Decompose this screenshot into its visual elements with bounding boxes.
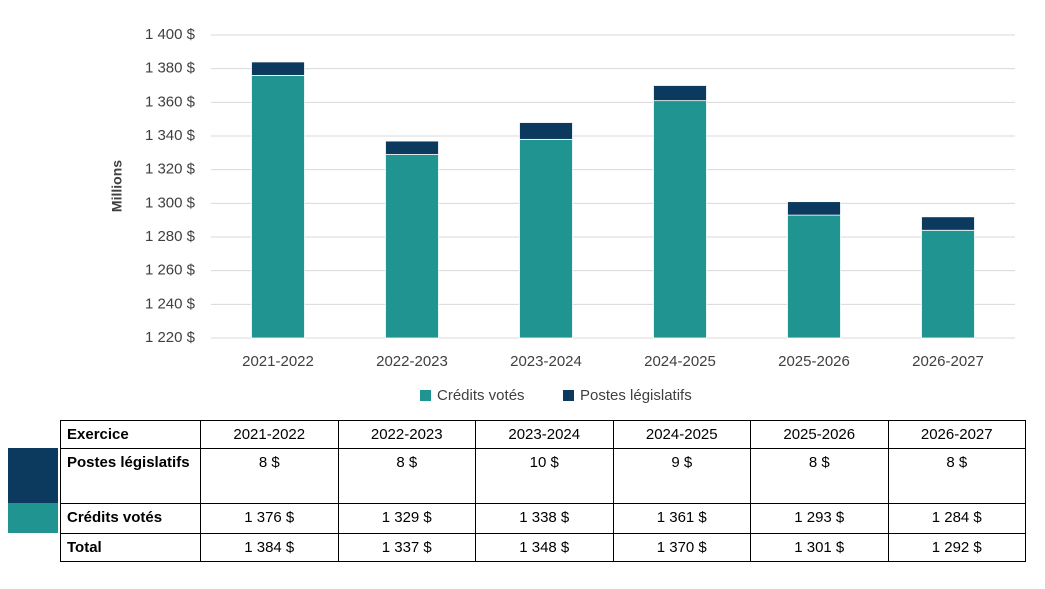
- legend-label: Crédits votés: [437, 387, 525, 404]
- bar-segment: [385, 154, 439, 339]
- table-total-row: Total 1 384 $1 337 $1 348 $1 370 $1 301 $…: [60, 533, 1026, 562]
- table-row: Crédits votés 1 376 $1 329 $1 338 $1 361 …: [60, 503, 1026, 534]
- table-cell: 1 301 $: [750, 533, 889, 562]
- table-cell: 10 $: [475, 448, 614, 504]
- y-tick-label: 1 400 $: [145, 26, 196, 43]
- table-header: 2024-2025: [612, 420, 751, 449]
- table-header: 2021-2022: [200, 420, 339, 449]
- table-header: 2023-2024: [475, 420, 614, 449]
- table-cell: 1 384 $: [200, 533, 339, 562]
- table-cell: 8 $: [200, 448, 339, 504]
- table-cell: 1 348 $: [475, 533, 614, 562]
- x-tick-label: 2024-2025: [644, 353, 716, 370]
- y-tick-label: 1 320 $: [145, 161, 196, 178]
- legend-swatch: [563, 390, 574, 401]
- table-cell: 1 293 $: [750, 503, 889, 534]
- bar-segment: [251, 61, 305, 76]
- table-cell: 1 337 $: [337, 533, 476, 562]
- table-row: Postes législatifs 8 $8 $10 $9 $8 $8 $: [60, 448, 1026, 504]
- table-cell: 1 284 $: [887, 503, 1026, 534]
- table-cell: 8 $: [337, 448, 476, 504]
- row-swatch: [8, 503, 58, 533]
- bar-segment: [921, 216, 975, 231]
- table-cell: 9 $: [612, 448, 751, 504]
- y-axis-label: Millions: [109, 160, 125, 212]
- bar-segment: [519, 138, 573, 339]
- legend-swatch: [420, 390, 431, 401]
- table-cell: 1 361 $: [612, 503, 751, 534]
- table-header: Exercice: [60, 420, 201, 449]
- y-tick-label: 1 260 $: [145, 262, 196, 279]
- row-label: Total: [60, 533, 201, 562]
- row-swatch: [8, 448, 58, 503]
- table-cell: 1 292 $: [887, 533, 1026, 562]
- y-tick-label: 1 340 $: [145, 127, 196, 144]
- table-header: 2025-2026: [750, 420, 889, 449]
- table-cell: 8 $: [887, 448, 1026, 504]
- x-tick-label: 2023-2024: [510, 353, 582, 370]
- row-label: Postes législatifs: [60, 448, 201, 504]
- y-tick-label: 1 300 $: [145, 194, 196, 211]
- bar-segment: [787, 201, 841, 216]
- table-header: 2022-2023: [337, 420, 476, 449]
- y-tick-label: 1 240 $: [145, 295, 196, 312]
- y-tick-label: 1 220 $: [145, 329, 196, 346]
- table-cell: 8 $: [750, 448, 889, 504]
- bar-segment: [921, 229, 975, 339]
- table-cell: 1 376 $: [200, 503, 339, 534]
- y-tick-label: 1 380 $: [145, 60, 196, 77]
- bar-segment: [251, 75, 305, 339]
- legend-label: Postes législatifs: [580, 387, 692, 404]
- table-cell: 1 370 $: [612, 533, 751, 562]
- bar-segment: [653, 85, 707, 102]
- bar-segment: [653, 100, 707, 339]
- table-cell: 1 329 $: [337, 503, 476, 534]
- bar-segment: [519, 122, 573, 140]
- y-tick-label: 1 360 $: [145, 93, 196, 110]
- data-table: Exercice 2021-2022 2022-2023 2023-2024 2024-…: [60, 420, 1026, 562]
- table-header-row: Exercice 2021-2022 2022-2023 2023-2024 2024-…: [60, 420, 1026, 449]
- table-cell: 1 338 $: [475, 503, 614, 534]
- x-tick-label: 2025-2026: [778, 353, 850, 370]
- bar-segment: [385, 140, 439, 155]
- x-tick-label: 2022-2023: [376, 353, 448, 370]
- x-tick-label: 2021-2022: [242, 353, 314, 370]
- chart: Millions 1 220 $ 1 240 $ 1 260 $ 1 280 $ 1 3…: [109, 26, 1015, 404]
- table-header: 2026-2027: [887, 420, 1026, 449]
- bar-segment: [787, 214, 841, 339]
- x-tick-label: 2026-2027: [912, 353, 984, 370]
- y-tick-label: 1 280 $: [145, 228, 196, 245]
- row-label: Crédits votés: [60, 503, 201, 534]
